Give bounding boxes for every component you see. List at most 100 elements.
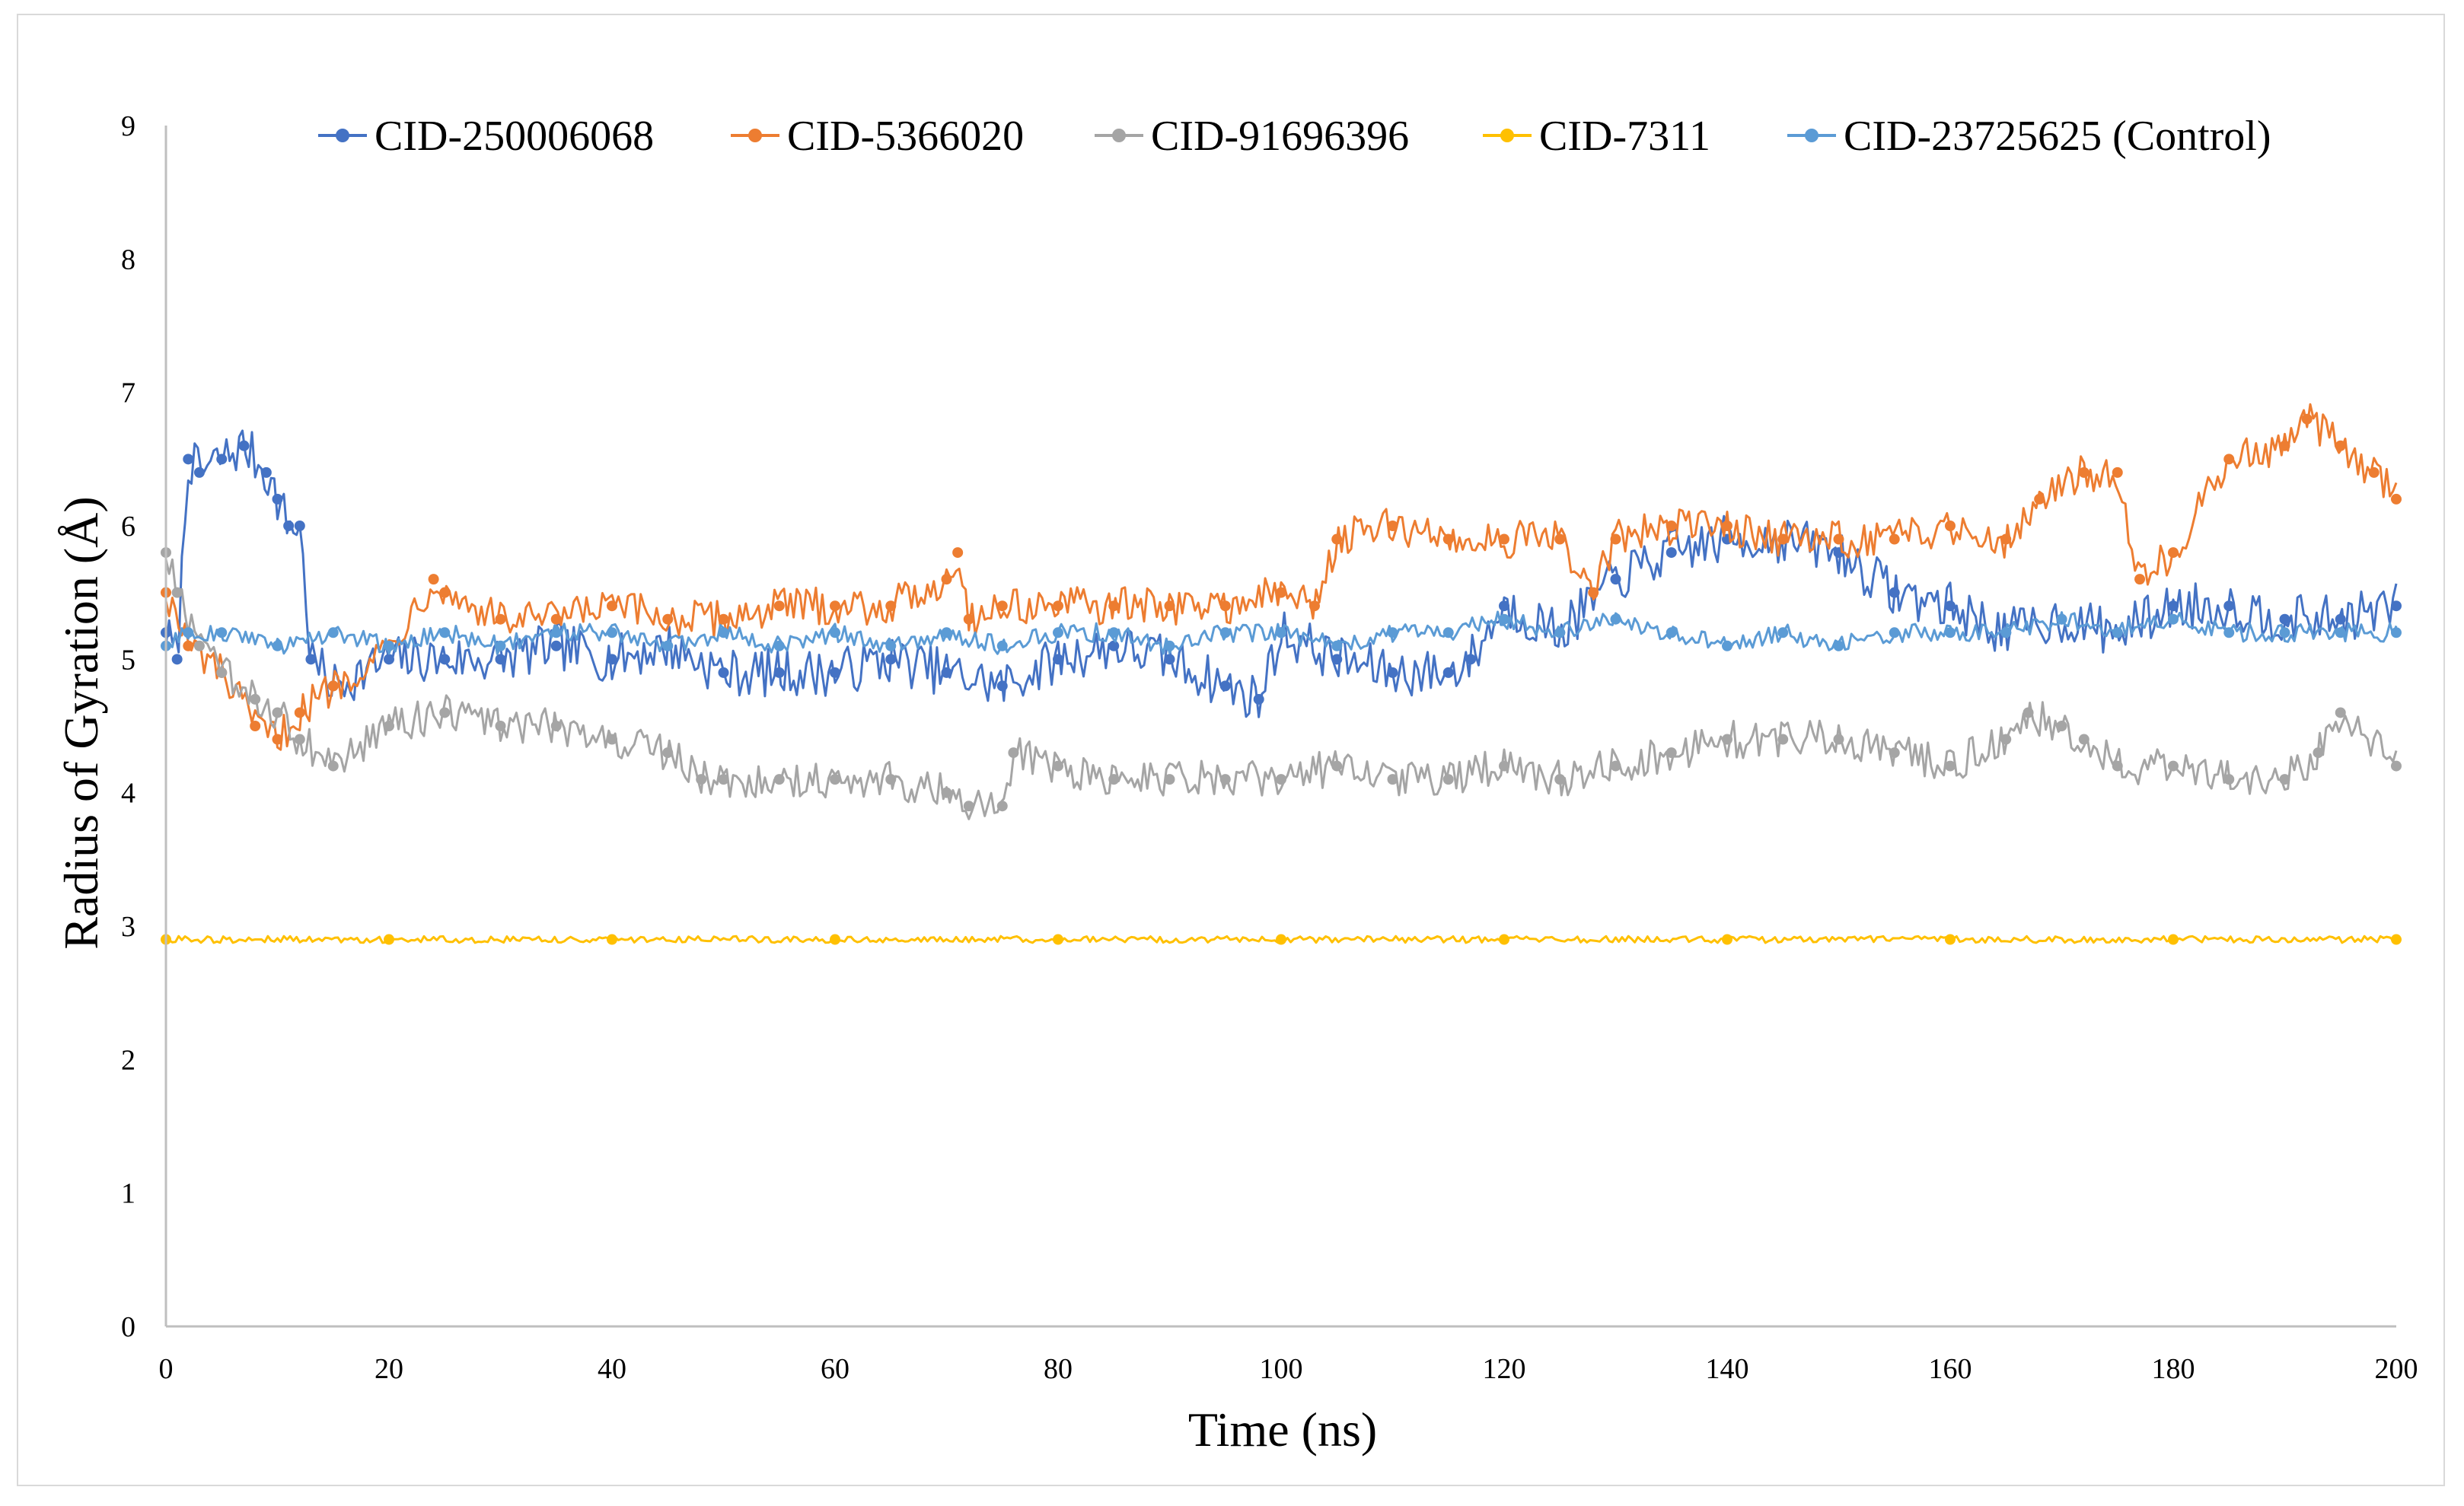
data-point bbox=[941, 787, 952, 798]
data-point bbox=[327, 627, 339, 638]
axes: 0 20 40 60 80 100 120 140 160 180 200 0 1 2 3 4 5 6 7 8 9 bbox=[121, 110, 2418, 1385]
data-point bbox=[607, 654, 617, 665]
data-point bbox=[2078, 734, 2089, 745]
legend-label: CID-23725625 (Control) bbox=[1844, 113, 2271, 160]
data-point bbox=[2391, 600, 2402, 612]
legend-swatch-marker bbox=[1112, 129, 1126, 142]
data-point bbox=[2000, 627, 2012, 638]
data-point bbox=[2313, 747, 2324, 759]
plot-area bbox=[161, 403, 2402, 945]
data-point bbox=[495, 640, 506, 651]
data-point bbox=[718, 667, 729, 678]
data-point bbox=[2168, 613, 2179, 625]
data-point bbox=[216, 667, 228, 678]
data-point bbox=[1331, 640, 1343, 651]
series-CID-7311 bbox=[161, 934, 2402, 945]
data-point bbox=[1666, 747, 1677, 759]
data-point bbox=[384, 640, 394, 651]
data-point bbox=[996, 640, 1008, 651]
data-point bbox=[996, 600, 1008, 612]
legend-label: CID-7311 bbox=[1539, 113, 1710, 160]
data-point bbox=[439, 654, 451, 665]
data-point bbox=[662, 640, 674, 651]
series-CID-5366020 bbox=[161, 403, 2402, 751]
data-point bbox=[272, 640, 283, 651]
data-point bbox=[1108, 774, 1120, 785]
data-point bbox=[885, 600, 897, 612]
data-point bbox=[718, 613, 729, 625]
data-point bbox=[773, 774, 785, 785]
data-point bbox=[2168, 547, 2179, 559]
data-point bbox=[1053, 627, 1063, 638]
x-tick-label: 100 bbox=[1260, 1353, 1303, 1385]
x-tick-label: 180 bbox=[2152, 1353, 2195, 1385]
data-point bbox=[1442, 627, 1454, 638]
data-point bbox=[830, 774, 840, 785]
data-point bbox=[550, 613, 562, 625]
data-point bbox=[1889, 747, 1900, 759]
data-point bbox=[495, 721, 506, 731]
data-point bbox=[1164, 600, 1175, 612]
series-CID-91696396 bbox=[161, 547, 2402, 820]
data-point bbox=[250, 721, 261, 731]
data-point bbox=[1833, 640, 1844, 651]
data-point bbox=[1442, 774, 1454, 785]
data-point bbox=[183, 640, 194, 651]
data-point bbox=[1588, 587, 1599, 598]
data-point bbox=[773, 600, 785, 612]
data-point bbox=[1777, 533, 1789, 545]
y-tick-label: 7 bbox=[121, 377, 135, 409]
data-point bbox=[238, 440, 250, 451]
data-point bbox=[1164, 640, 1175, 651]
data-point bbox=[216, 627, 228, 638]
data-point bbox=[550, 721, 562, 731]
data-point bbox=[718, 774, 729, 785]
data-point bbox=[1053, 654, 1063, 665]
data-point bbox=[1889, 533, 1900, 545]
x-tick-label: 200 bbox=[2375, 1353, 2418, 1385]
data-point bbox=[1722, 640, 1732, 651]
data-point bbox=[1442, 533, 1454, 545]
data-point bbox=[1108, 627, 1120, 638]
y-axis-title: Radius of Gyration (Å) bbox=[54, 496, 108, 949]
data-point bbox=[1164, 654, 1175, 665]
data-point bbox=[1499, 533, 1509, 545]
legend-label: CID-250006068 bbox=[375, 113, 654, 160]
data-point bbox=[2023, 707, 2034, 718]
x-tick-label: 80 bbox=[1044, 1353, 1073, 1385]
data-point bbox=[1331, 533, 1343, 545]
data-point bbox=[773, 667, 785, 678]
y-tick-label: 5 bbox=[121, 644, 135, 676]
y-tick-label: 0 bbox=[121, 1311, 135, 1343]
data-point bbox=[1722, 734, 1732, 745]
data-point bbox=[260, 466, 272, 478]
y-tick-label: 3 bbox=[121, 911, 135, 943]
data-point bbox=[1219, 680, 1231, 692]
data-point bbox=[2000, 734, 2012, 745]
legend: CID-250006068 CID-5366020 CID-91696396 CID-… bbox=[318, 113, 2271, 160]
data-point bbox=[1666, 547, 1677, 559]
data-point bbox=[941, 627, 952, 638]
data-point bbox=[1442, 667, 1454, 678]
data-point bbox=[1331, 760, 1343, 772]
data-point bbox=[885, 774, 897, 785]
data-point bbox=[941, 574, 952, 585]
data-point bbox=[1889, 627, 1900, 638]
legend-label: CID-5366020 bbox=[787, 113, 1024, 160]
y-tick-label: 4 bbox=[121, 778, 135, 810]
data-point bbox=[2335, 613, 2346, 625]
data-point bbox=[2391, 493, 2402, 505]
data-point bbox=[1219, 600, 1231, 612]
data-point bbox=[830, 667, 840, 678]
data-point bbox=[1499, 613, 1509, 625]
data-point bbox=[1219, 774, 1231, 785]
data-point bbox=[1331, 654, 1343, 665]
data-point bbox=[1945, 760, 1956, 772]
data-point bbox=[2112, 760, 2123, 772]
data-point bbox=[2056, 721, 2067, 731]
data-point bbox=[2368, 466, 2380, 478]
data-point bbox=[885, 654, 897, 665]
data-point bbox=[2000, 533, 2012, 545]
data-point bbox=[1219, 627, 1231, 638]
